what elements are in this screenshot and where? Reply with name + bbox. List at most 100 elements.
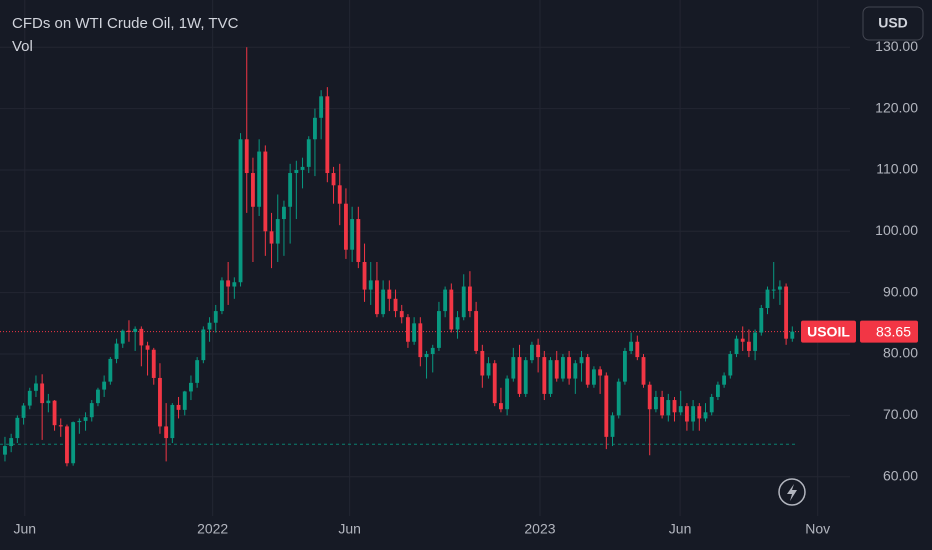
chart-title: CFDs on WTI Crude Oil, 1W, TVC: [12, 15, 239, 32]
price-tag-box: [860, 320, 918, 343]
candle-body: [505, 378, 510, 410]
candle-body: [362, 261, 367, 290]
candle-body: [455, 317, 460, 330]
candle-body: [46, 400, 51, 404]
candle-body: [734, 338, 739, 355]
candle-body: [170, 404, 175, 439]
candle-body: [275, 219, 280, 244]
candle-body: [579, 357, 584, 364]
candle-body: [604, 375, 609, 437]
candle-body: [424, 354, 429, 358]
candle-body: [660, 396, 665, 416]
candle-body: [622, 350, 627, 382]
candle-body: [753, 332, 758, 351]
candle-body: [120, 330, 125, 344]
y-tick-label: 110.00: [876, 161, 918, 177]
candle-body: [65, 426, 69, 464]
candle-body: [189, 382, 193, 392]
currency-label[interactable]: USD: [878, 15, 908, 31]
candle-body: [83, 417, 88, 421]
candle-body: [232, 282, 237, 287]
currency-button[interactable]: [862, 6, 924, 41]
lightning-button[interactable]: [778, 478, 806, 506]
candle-body: [610, 415, 615, 437]
candle-body: [195, 360, 200, 383]
symbol-tag: [801, 320, 856, 343]
candles: [3, 47, 795, 467]
candle-body: [96, 389, 100, 404]
price-tag: USOIL 83.65: [801, 320, 918, 343]
candle-body: [368, 280, 373, 290]
candle-body: [412, 323, 417, 342]
candle-body: [381, 289, 386, 315]
candle-body: [9, 438, 14, 447]
candle-body: [325, 96, 330, 174]
candle-body: [666, 400, 671, 416]
x-tick-label: 2022: [197, 521, 228, 537]
candle-body: [523, 360, 528, 394]
candle-body: [449, 289, 454, 330]
candle-body: [635, 341, 640, 358]
candle-body: [300, 166, 305, 170]
candle-body: [517, 357, 522, 394]
candle-body: [269, 231, 274, 244]
candle-body: [15, 417, 20, 439]
candle-body: [244, 139, 249, 174]
candle-body: [356, 219, 361, 262]
candle-body: [629, 341, 634, 351]
y-tick-label: 100.00: [875, 222, 918, 238]
candle-body: [492, 363, 497, 404]
candle-body: [145, 345, 150, 350]
candle-body: [399, 311, 404, 318]
symbol-label: USOIL: [807, 323, 850, 339]
candle-body: [567, 357, 572, 379]
candle-body: [263, 151, 268, 232]
x-tick-label: 2023: [524, 521, 555, 537]
candle-body: [715, 384, 720, 397]
candle-body: [672, 400, 677, 413]
candle-body: [480, 350, 485, 376]
candle-body: [430, 347, 435, 355]
candle-body: [375, 280, 379, 315]
candle-body: [771, 289, 776, 291]
candle-body: [77, 420, 82, 423]
candle-body: [790, 331, 795, 339]
candle-body: [728, 354, 733, 376]
x-tick-label: Jun: [14, 521, 37, 537]
candle-body: [406, 317, 410, 342]
candle-body: [560, 357, 565, 379]
candle-body: [722, 375, 727, 385]
candle-body: [499, 403, 503, 410]
lightning-icon: [787, 484, 797, 501]
grid: [0, 0, 850, 516]
x-tick-label: Jun: [669, 521, 692, 537]
candle-body: [257, 151, 262, 207]
candle-body: [691, 406, 696, 422]
candle-body: [536, 344, 541, 358]
candle-body: [3, 446, 7, 455]
candle-body: [151, 349, 156, 378]
candle-body: [207, 322, 212, 330]
candle-body: [616, 381, 621, 416]
candle-body: [530, 344, 534, 361]
candle-body: [182, 391, 187, 410]
candle-body: [387, 289, 392, 299]
y-tick-label: 70.00: [883, 406, 918, 422]
candle-body: [108, 358, 113, 382]
candle-body: [294, 169, 299, 174]
candle-body: [746, 341, 751, 351]
candle-body: [102, 381, 107, 390]
candle-body: [678, 406, 683, 413]
axes: 60.00 70.00 80.00 90.00 100.00 110.00 120.00 13…: [14, 38, 919, 537]
candle-body: [468, 286, 472, 312]
candle-body: [703, 412, 708, 419]
candle-body: [251, 173, 255, 207]
candle-body: [71, 422, 76, 464]
candle-body: [393, 298, 398, 312]
candle-body: [319, 96, 324, 118]
y-tick-label: 80.00: [883, 345, 918, 361]
candle-body: [282, 206, 286, 220]
candle-body: [34, 383, 38, 391]
candle-body: [201, 329, 206, 361]
